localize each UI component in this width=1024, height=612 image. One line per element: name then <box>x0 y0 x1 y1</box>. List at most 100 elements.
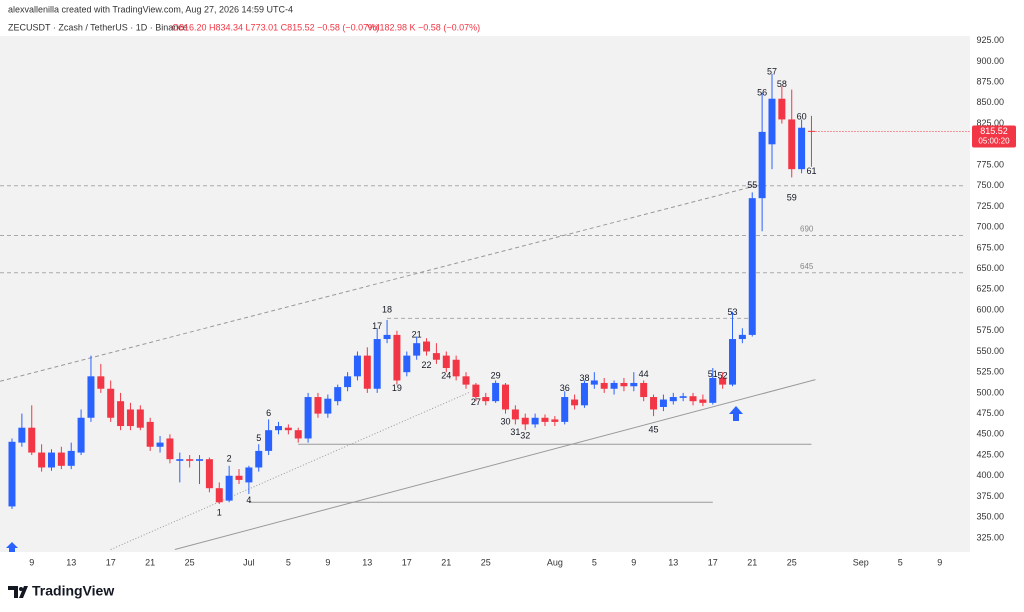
candle-body <box>788 119 796 170</box>
candle-body <box>166 438 174 460</box>
wave-label: 59 <box>787 193 797 203</box>
wave-label: 57 <box>767 67 777 77</box>
wave-label: 30 <box>500 416 510 426</box>
x-tick-label: 21 <box>747 557 757 567</box>
candle-body <box>580 382 588 406</box>
candle-body <box>699 399 707 403</box>
y-tick-label: 450.00 <box>976 429 1004 439</box>
wave-label: 5 <box>256 433 261 443</box>
candle-body <box>758 131 766 199</box>
candle-body <box>541 417 549 422</box>
candle-body <box>571 399 579 406</box>
candle-body <box>304 397 312 439</box>
wave-label: 56 <box>757 87 767 97</box>
candle-body <box>620 382 628 387</box>
candle-body <box>452 359 460 377</box>
candle-body <box>156 442 164 447</box>
candle-body <box>798 127 806 170</box>
y-tick-label: 500.00 <box>976 387 1004 397</box>
candle-body <box>561 397 569 422</box>
y-tick-label: 925.00 <box>976 35 1004 45</box>
x-tick-label: 21 <box>441 557 451 567</box>
candle-body <box>324 398 332 414</box>
wave-label: 52 <box>718 371 728 381</box>
candle-body <box>294 430 302 439</box>
candle-body <box>38 452 46 468</box>
wave-label: 31 <box>510 427 520 437</box>
logo-dot <box>19 587 23 591</box>
y-tick-label: 350.00 <box>976 512 1004 522</box>
candle-body <box>719 377 727 385</box>
candle-body <box>669 397 677 402</box>
x-tick-label: 17 <box>106 557 116 567</box>
y-tick-label: 525.00 <box>976 367 1004 377</box>
price-tag-timer: 05:00:20 <box>978 137 1010 146</box>
candle-body <box>630 382 638 387</box>
wave-label: 29 <box>491 371 501 381</box>
y-tick-label: 900.00 <box>976 56 1004 66</box>
horizontal-line-label: 645 <box>800 262 814 271</box>
candle-body <box>472 384 480 398</box>
candle-body <box>57 452 65 466</box>
candle-body <box>77 417 85 453</box>
candle-body <box>531 417 539 425</box>
y-tick-label: 600.00 <box>976 304 1004 314</box>
candle-body <box>146 421 154 447</box>
candle-body <box>462 376 470 385</box>
candle-body <box>245 467 253 483</box>
x-tick-label: 13 <box>668 557 678 567</box>
candle-body <box>521 417 529 425</box>
candle-body <box>47 452 55 468</box>
logo: TradingView <box>8 583 114 599</box>
y-tick-label: 625.00 <box>976 284 1004 294</box>
wave-label: 60 <box>797 111 807 121</box>
x-tick-label: 9 <box>631 557 636 567</box>
candle-body <box>235 475 243 480</box>
y-tick-label: 775.00 <box>976 159 1004 169</box>
candle-body <box>314 397 322 414</box>
volume: Vol182.98 K −0.58 (−0.07%) <box>367 22 480 32</box>
candle-body <box>403 355 411 373</box>
y-tick-label: 750.00 <box>976 180 1004 190</box>
y-tick-label: 725.00 <box>976 201 1004 211</box>
candle-body <box>640 382 648 398</box>
x-tick-label: 9 <box>937 557 942 567</box>
brand: TradingView <box>32 583 114 599</box>
candle-body <box>610 382 618 389</box>
candle-body <box>176 459 184 461</box>
candle-body <box>117 401 125 427</box>
candle-body <box>748 198 756 335</box>
candle-body <box>738 334 746 340</box>
horizontal-line-label: 690 <box>800 225 814 234</box>
x-tick-label: 25 <box>185 557 195 567</box>
candle-body <box>274 426 282 431</box>
x-tick-label: Aug <box>547 557 563 567</box>
candle-body <box>215 488 223 503</box>
wave-label: 55 <box>747 180 757 190</box>
wave-label: 4 <box>246 495 251 505</box>
y-tick-label: 325.00 <box>976 532 1004 542</box>
wave-label: 27 <box>471 397 481 407</box>
y-tick-label: 850.00 <box>976 97 1004 107</box>
candle-body <box>107 388 115 418</box>
candle-body <box>8 441 16 507</box>
y-tick-label: 400.00 <box>976 470 1004 480</box>
y-tick-label: 575.00 <box>976 325 1004 335</box>
candle-body <box>126 409 134 427</box>
candle-body <box>442 355 450 369</box>
x-tick-label: 9 <box>29 557 34 567</box>
wave-label: 32 <box>520 430 530 440</box>
price-tag <box>972 125 1016 148</box>
arrow-marker <box>6 542 18 552</box>
candle-body <box>502 384 509 410</box>
wave-label: 38 <box>579 373 589 383</box>
candle-body <box>87 376 95 418</box>
candle-body <box>97 376 105 389</box>
candle-body <box>778 98 786 120</box>
wave-label: 17 <box>372 321 382 331</box>
wave-label: 51 <box>708 369 718 379</box>
wave-label: 18 <box>382 304 392 314</box>
candle-body <box>196 459 204 461</box>
candle-body <box>67 450 75 466</box>
